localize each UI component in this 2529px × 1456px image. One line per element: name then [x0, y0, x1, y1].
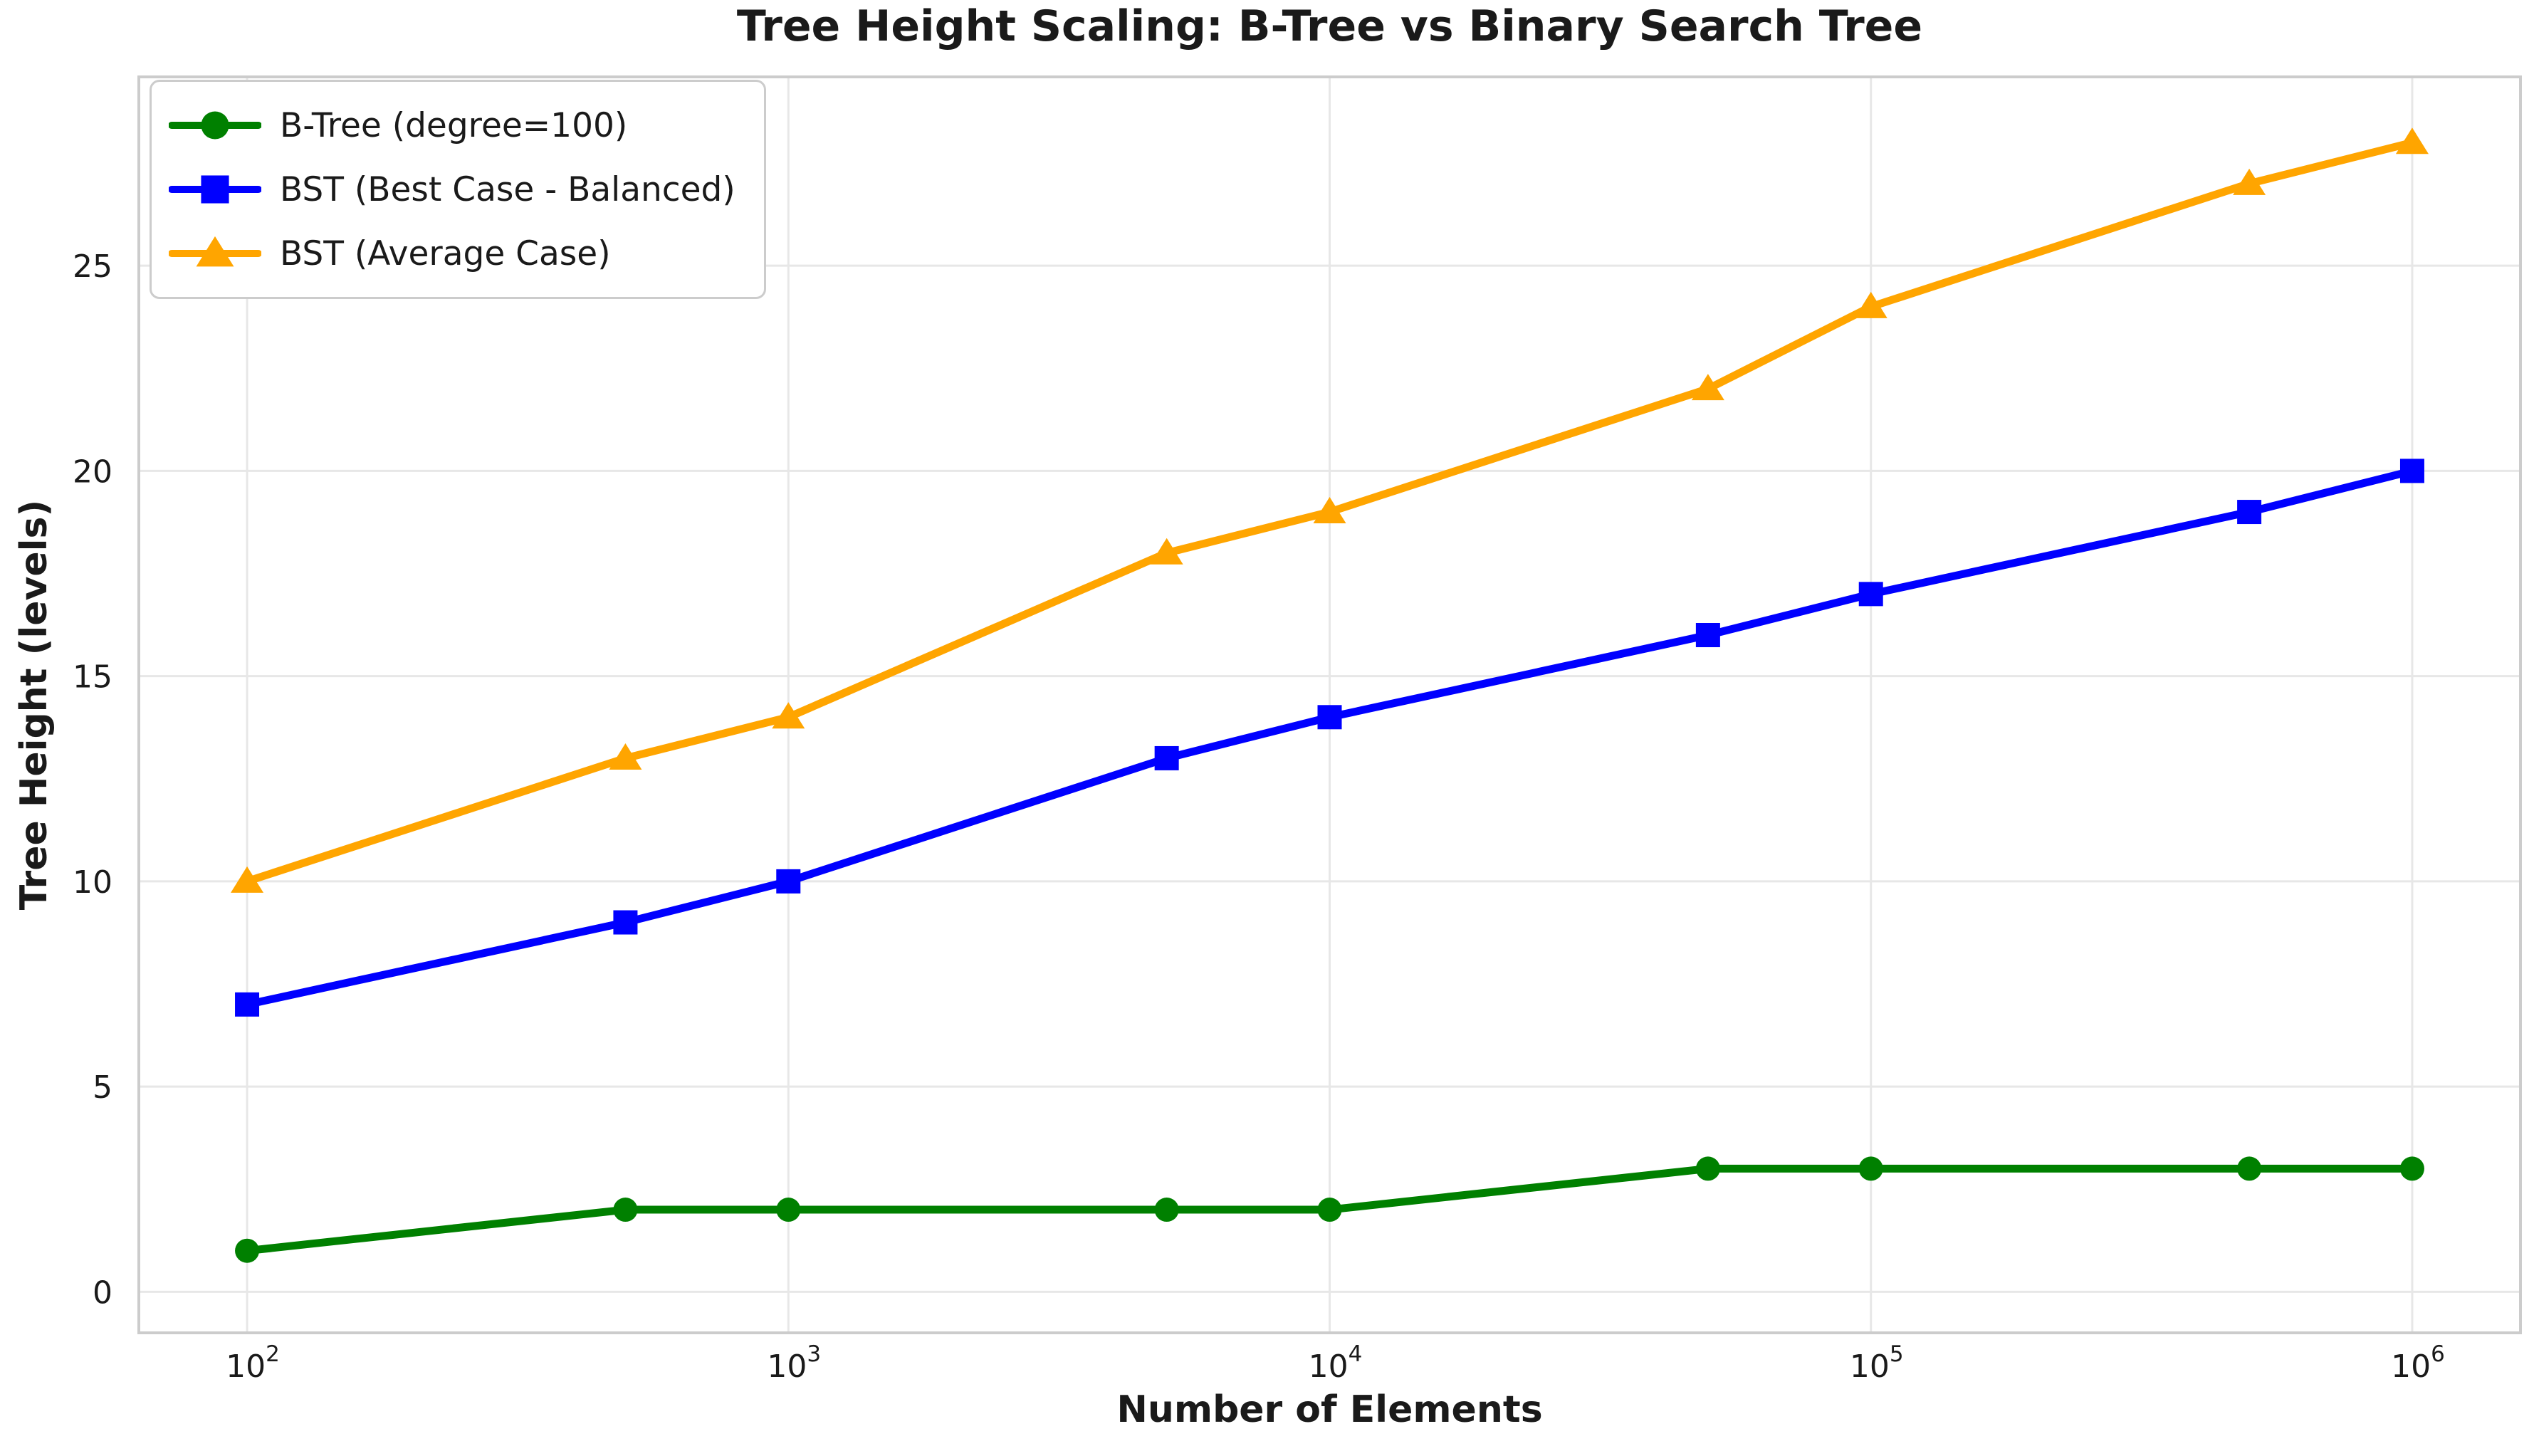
legend-label-2: BST (Average Case) [280, 234, 611, 273]
data-point-marker [613, 1198, 638, 1222]
data-point-marker [772, 702, 805, 729]
y-tick-label: 10 [73, 864, 112, 901]
y-tick-label: 0 [93, 1274, 112, 1311]
y-tick-label: 15 [73, 659, 112, 696]
data-point-marker [2237, 1156, 2262, 1181]
data-point-marker [1695, 623, 1720, 647]
x-tick-label: 105 [1850, 1341, 1904, 1385]
data-point-marker [1858, 1156, 1883, 1181]
x-tick-label: 104 [1309, 1341, 1363, 1385]
plot-border [137, 75, 2522, 1334]
data-point-marker [1854, 291, 1887, 318]
legend-item-2: BST (Average Case) [169, 224, 735, 283]
x-tick-labels: 102 103 104 105 106 [226, 1341, 2445, 1385]
data-point-marker [609, 743, 642, 770]
data-point-marker [231, 866, 264, 893]
legend: B-Tree (degree=100) BST (Best Case - Bala… [150, 80, 766, 299]
data-point-marker [1858, 582, 1883, 607]
data-point-marker [1150, 538, 1183, 565]
data-point-marker [2237, 500, 2262, 525]
legend-label-0: B-Tree (degree=100) [280, 105, 628, 145]
data-point-marker [1695, 1156, 1720, 1181]
chart-title: Tree Height Scaling: B-Tree vs Binary Se… [736, 1, 1923, 51]
data-point-marker [613, 910, 638, 935]
legend-item-1: BST (Best Case - Balanced) [169, 160, 735, 219]
data-point-marker [1317, 705, 1342, 730]
y-axis-label: Tree Height (levels) [13, 499, 56, 911]
series-1-line [235, 459, 2424, 1017]
x-tick-label: 102 [226, 1341, 280, 1385]
data-point-marker [1154, 1198, 1179, 1222]
data-point-marker [2399, 459, 2424, 483]
x-axis-label: Number of Elements [1116, 1388, 1543, 1431]
y-tick-label: 25 [73, 248, 112, 285]
data-point-marker [1313, 497, 1346, 524]
data-point-marker [2395, 127, 2429, 154]
legend-label-1: BST (Best Case - Balanced) [280, 169, 735, 209]
x-tick-label: 106 [2391, 1341, 2445, 1385]
legend-triangle-marker-icon [169, 236, 261, 267]
y-tick-label: 5 [93, 1069, 112, 1106]
data-point-marker [776, 1198, 801, 1222]
data-point-marker [1154, 745, 1179, 770]
data-point-marker [235, 992, 260, 1017]
y-tick-label: 20 [73, 454, 112, 490]
y-tick-labels: 0 5 10 15 20 25 [73, 248, 112, 1311]
data-point-marker [1317, 1198, 1342, 1222]
data-point-marker [235, 1238, 260, 1263]
data-point-marker [776, 869, 801, 894]
series-2-line [231, 127, 2429, 893]
data-point-marker [2399, 1156, 2424, 1181]
series-0-line [235, 1156, 2424, 1263]
x-tick-label: 103 [767, 1341, 821, 1385]
legend-square-marker-icon [169, 175, 261, 204]
data-point-marker [1691, 374, 1724, 401]
legend-item-0: B-Tree (degree=100) [169, 96, 735, 154]
legend-circle-marker-icon [169, 111, 261, 140]
data-point-marker [2233, 168, 2266, 195]
